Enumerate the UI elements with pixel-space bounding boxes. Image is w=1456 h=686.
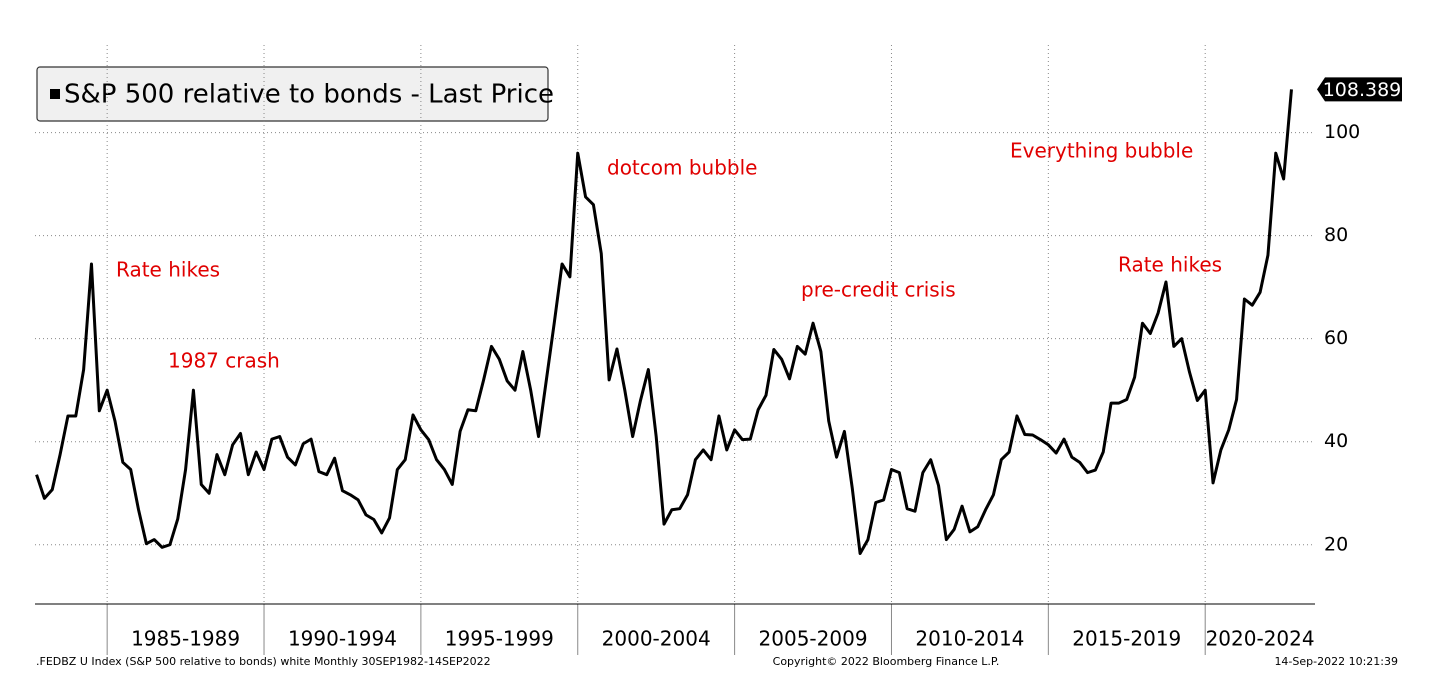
- x-tick-label: 2020-2024: [1206, 627, 1315, 651]
- y-tick-label: 60: [1324, 327, 1348, 349]
- last-value-tag: [1317, 77, 1402, 102]
- last-value-label: 108.389: [1323, 79, 1402, 101]
- annotation: dotcom bubble: [607, 156, 757, 180]
- legend-label: S&P 500 relative to bonds - Last Price: [64, 80, 554, 110]
- annotation: Everything bubble: [1010, 139, 1193, 163]
- data-line: [35, 89, 1293, 556]
- x-tick-label: 2005-2009: [759, 627, 868, 651]
- x-tick-label: 2015-2019: [1072, 627, 1181, 651]
- x-tick-label: 1985-1989: [131, 627, 240, 651]
- annotation: 1987 crash: [168, 349, 280, 373]
- x-tick-label: 1990-1994: [288, 627, 397, 651]
- y-tick-label: 40: [1324, 430, 1348, 452]
- legend-marker: [50, 89, 60, 99]
- y-tick-label: 20: [1324, 533, 1348, 555]
- legend-box: [36, 66, 549, 122]
- x-tick-label: 1995-1999: [445, 627, 554, 651]
- x-tick-label: 2010-2014: [915, 627, 1024, 651]
- annotation: pre-credit crisis: [801, 278, 956, 302]
- y-tick-label: 100: [1324, 121, 1360, 143]
- footer-source: .FEDBZ U Index (S&P 500 relative to bond…: [36, 655, 491, 668]
- annotation: Rate hikes: [1118, 253, 1222, 277]
- x-tick-label: 2000-2004: [602, 627, 711, 651]
- annotation: Rate hikes: [116, 258, 220, 282]
- footer-copyright: Copyright© 2022 Bloomberg Finance L.P.: [773, 655, 1000, 668]
- y-tick-label: 80: [1324, 224, 1348, 246]
- footer-timestamp: 14-Sep-2022 10:21:39: [1274, 655, 1398, 668]
